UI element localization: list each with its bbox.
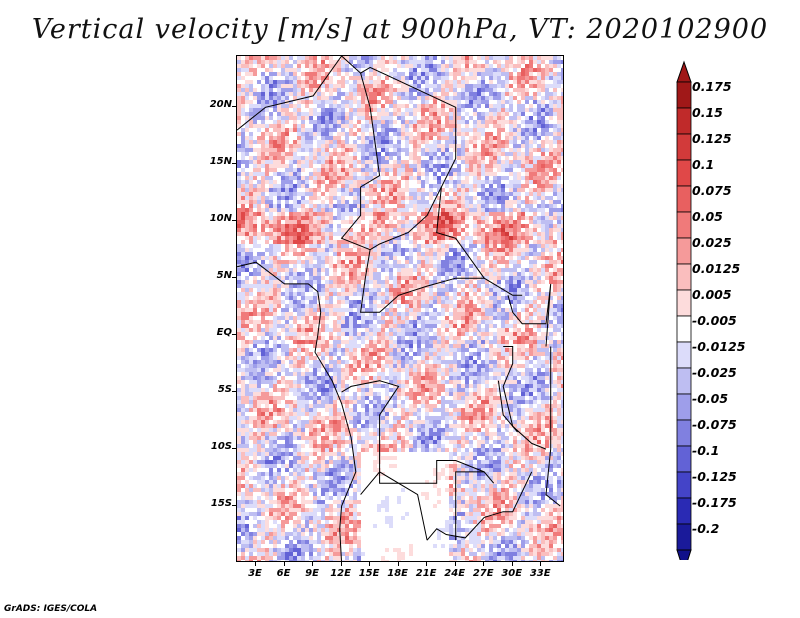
country-border-2	[340, 72, 381, 251]
lon-label-21E: 21E	[415, 568, 437, 579]
lon-tick	[483, 562, 485, 566]
lon-label-33E: 33E	[529, 568, 551, 579]
colorbar-segment	[676, 107, 692, 135]
lat-label-EQ: EQ	[216, 327, 232, 339]
lat-tick	[232, 220, 236, 222]
lon-label-3E: 3E	[248, 568, 262, 579]
colorbar-segment	[676, 81, 692, 109]
lon-tick	[369, 562, 371, 566]
country-border-0	[237, 56, 343, 131]
colorbar-label: 0.025	[692, 235, 732, 250]
country-border-7	[426, 471, 533, 541]
lon-tick	[540, 562, 542, 566]
colorbar-segment	[676, 497, 692, 525]
colorbar-segment	[676, 237, 692, 265]
colorbar-segment	[676, 133, 692, 161]
colorbar-segment	[676, 367, 692, 395]
lat-label-5S: 5S	[217, 384, 232, 396]
lat-label-10S: 10S	[210, 441, 232, 453]
lon-label-27E: 27E	[472, 568, 494, 579]
colorbar-label: -0.025	[692, 365, 737, 380]
lon-tick	[255, 562, 256, 566]
lat-tick	[232, 448, 236, 450]
lat-tick	[232, 505, 236, 507]
lon-tick	[426, 562, 428, 566]
colorbar-bottom-arrow	[676, 549, 692, 560]
lat-tick	[232, 391, 236, 393]
colorbar-top-arrow	[676, 60, 692, 83]
country-border-9	[507, 283, 552, 347]
colorbar-label: -0.0125	[692, 339, 746, 354]
lon-label-24E: 24E	[444, 568, 466, 579]
country-border-5	[360, 249, 485, 313]
lon-label-12E: 12E	[330, 568, 351, 579]
colorbar-segment	[676, 523, 692, 551]
colorbar-label: -0.05	[692, 391, 729, 406]
colorbar-segment	[676, 445, 692, 473]
software-credit: GrADS: IGES/COLA	[4, 604, 98, 614]
colorbar	[676, 60, 692, 560]
lon-label-15E: 15E	[358, 568, 380, 579]
lat-tick	[232, 277, 236, 279]
lon-tick	[340, 562, 342, 566]
lon-label-6E: 6E	[276, 568, 291, 579]
colorbar-label: 0.125	[692, 131, 732, 146]
country-border-11	[497, 380, 518, 433]
country-border-13	[455, 471, 495, 541]
lat-label-15N: 15N	[209, 156, 232, 168]
colorbar-label: 0.15	[692, 105, 723, 120]
colorbar-segment	[676, 315, 692, 343]
map-plot-area	[236, 55, 564, 562]
colorbar-segment	[676, 211, 692, 239]
lon-tick	[454, 562, 456, 566]
map-title: Vertical velocity [m/s] at 900hPa, VT: 2…	[31, 14, 769, 45]
lon-tick	[397, 562, 399, 566]
vertical-velocity-field	[237, 56, 563, 561]
country-border-10	[545, 346, 561, 507]
lat-label-5N: 5N	[216, 270, 232, 282]
lat-tick	[232, 334, 236, 336]
lat-label-15S: 15S	[210, 498, 232, 510]
colorbar-label: -0.075	[692, 417, 737, 432]
colorbar-segment	[676, 419, 692, 447]
colorbar-label: -0.2	[692, 521, 720, 536]
colorbar-label: -0.175	[692, 495, 737, 510]
colorbar-label: -0.005	[692, 313, 737, 328]
colorbar-segment	[676, 159, 692, 187]
lon-tick	[283, 562, 285, 566]
colorbar-label: 0.075	[692, 183, 732, 198]
colorbar-segment	[676, 185, 692, 213]
lat-label-10N: 10N	[209, 213, 232, 225]
country-border-4	[369, 186, 442, 251]
colorbar-label: 0.175	[692, 79, 732, 94]
lon-label-30E: 30E	[501, 568, 523, 579]
colorbar-segment	[676, 393, 692, 421]
colorbar-segment	[676, 471, 692, 499]
country-border-3	[237, 261, 357, 561]
country-border-12	[360, 471, 428, 541]
lon-label-18E: 18E	[387, 568, 408, 579]
colorbar-label: 0.05	[692, 209, 723, 224]
lat-tick	[232, 106, 236, 108]
lon-tick	[511, 562, 513, 566]
colorbar-segment	[676, 289, 692, 317]
colorbar-segment	[676, 341, 692, 369]
colorbar-label: 0.0125	[692, 261, 741, 276]
lat-tick	[232, 163, 236, 165]
colorbar-label: -0.125	[692, 469, 737, 484]
lat-label-20N: 20N	[209, 99, 232, 111]
lon-tick	[312, 562, 314, 566]
lon-label-9E: 9E	[305, 568, 319, 579]
colorbar-label: -0.1	[692, 443, 720, 458]
colorbar-segment	[676, 263, 692, 291]
colorbar-label: 0.1	[692, 157, 715, 172]
colorbar-label: 0.005	[692, 287, 732, 302]
country-border-6	[341, 380, 485, 484]
country-border-8	[502, 346, 547, 450]
